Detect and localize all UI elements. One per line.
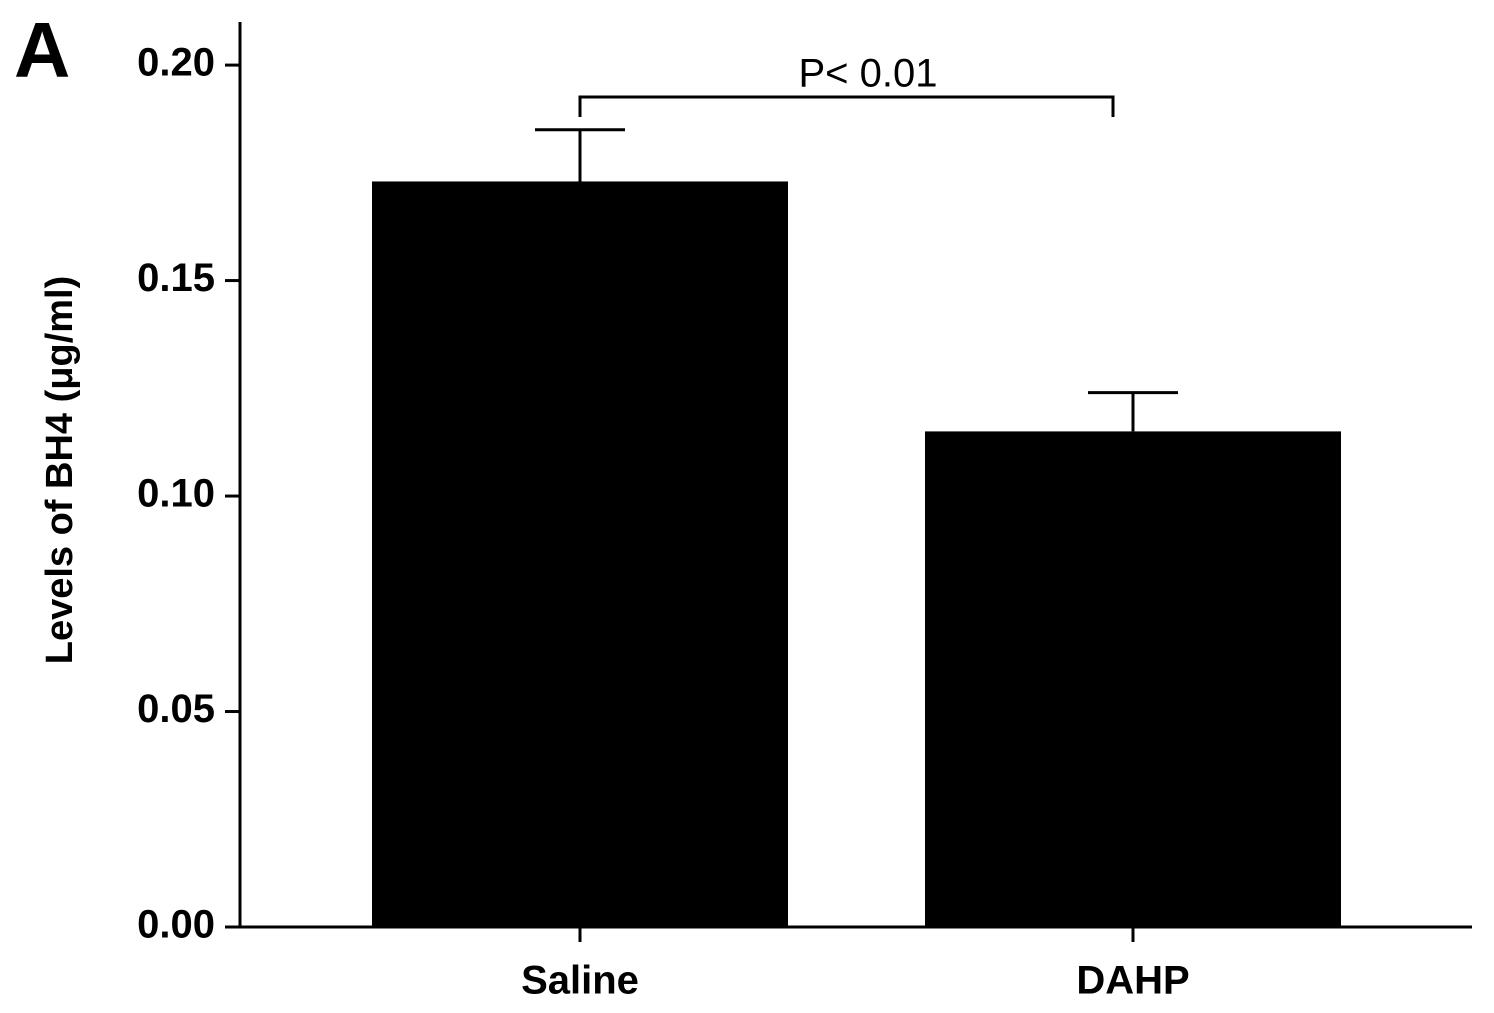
bar xyxy=(925,431,1341,927)
annotation: P< 0.01 xyxy=(798,52,937,96)
bar xyxy=(372,181,788,927)
y-tick-label: 0.15 xyxy=(137,256,215,300)
x-tick-label: DAHP xyxy=(1076,959,1189,1003)
panel-label: A xyxy=(14,6,70,94)
y-tick-label: 0.05 xyxy=(137,687,215,731)
y-tick-label: 0.10 xyxy=(137,472,215,516)
y-tick-label: 0.00 xyxy=(137,903,215,947)
x-tick-label: Saline xyxy=(521,959,639,1003)
error-bar xyxy=(1088,391,1178,432)
error-bar xyxy=(535,128,625,182)
y-tick-label: 0.20 xyxy=(137,41,215,85)
significance-bracket xyxy=(578,95,1115,117)
y-axis-label: Levels of BH4 (μg/ml) xyxy=(39,276,81,665)
